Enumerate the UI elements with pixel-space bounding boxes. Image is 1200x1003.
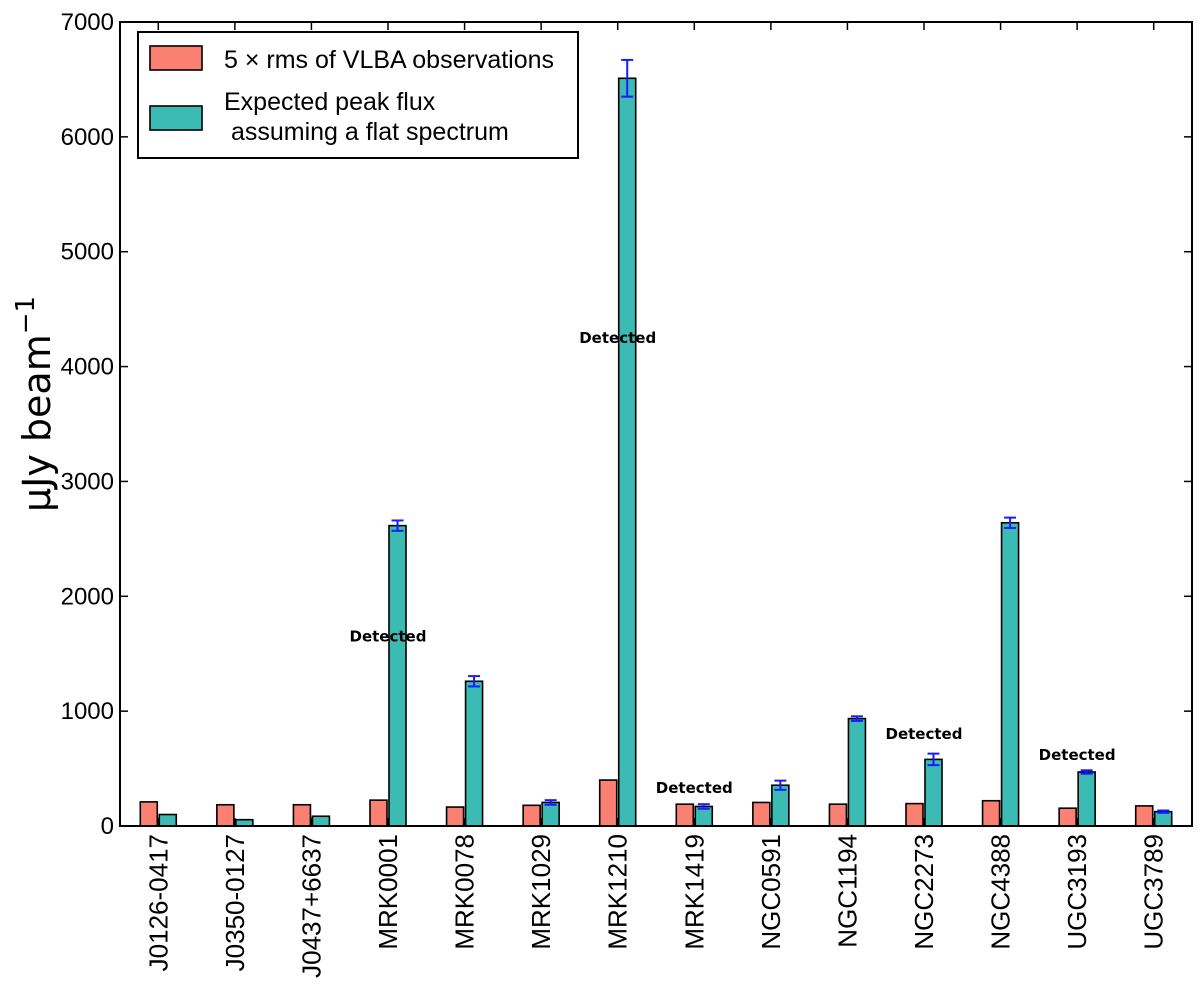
bar-expected-MRK1210 xyxy=(617,77,637,827)
x-category-label: MRK1210 xyxy=(603,834,633,950)
bar-rms-J0437+6637 xyxy=(292,803,312,827)
y-tick-label: 0 xyxy=(101,813,114,840)
detected-annotation: Detected xyxy=(886,725,963,743)
legend-frame xyxy=(137,31,579,159)
bar-rms-UGC3193 xyxy=(1058,807,1077,827)
x-category-label: NGC1194 xyxy=(832,834,862,948)
bar-rms-NGC4388 xyxy=(981,799,1001,827)
legend-label-expected-line: Expected peak flux xyxy=(224,88,436,116)
bar-rms-J0350-0127 xyxy=(216,803,235,827)
x-category-label: J0350-0127 xyxy=(220,834,250,971)
x-category-label: UGC3193 xyxy=(1062,834,1092,950)
legend-label-rms: 5 × rms of VLBA observations xyxy=(224,46,554,74)
bar-rms-MRK1210 xyxy=(598,779,618,827)
y-tick-label: 5000 xyxy=(61,239,114,266)
y-tick-label: 7000 xyxy=(61,9,114,36)
x-category-label: NGC4388 xyxy=(986,834,1016,950)
plot-frame xyxy=(119,21,1193,827)
error-bar-MRK0001 xyxy=(391,519,404,532)
y-axis-label: μJy beam−1 xyxy=(11,296,59,512)
bar-expected-NGC0591 xyxy=(771,784,790,827)
bar-rms-NGC0591 xyxy=(752,801,771,827)
error-bar-MRK1029 xyxy=(544,799,557,806)
bar-rms-MRK0001 xyxy=(369,799,388,827)
bar-expected-MRK0078 xyxy=(464,680,484,827)
error-bar-NGC4388 xyxy=(1004,516,1017,529)
x-category-label: MRK1419 xyxy=(679,834,709,950)
annotations: Detected Detected Detected Detected Detected xyxy=(350,329,1116,797)
x-axis-categories: J0126-0417 J0350-0127 J0437+6637 MRK0001 MRK… xyxy=(143,22,1169,978)
bar-rms-NGC2273 xyxy=(905,802,924,827)
detected-annotation: Detected xyxy=(350,627,427,645)
x-category-label: J0126-0417 xyxy=(143,834,173,971)
bar-expected-J0437+6637 xyxy=(311,815,331,827)
bar-rms-MRK1029 xyxy=(522,804,541,827)
bar-rms-UGC3789 xyxy=(1134,805,1154,827)
bar-rms-J0126-0417 xyxy=(139,801,159,827)
bar-expected-NGC4388 xyxy=(1000,521,1020,827)
error-bar-MRK1419 xyxy=(697,803,710,810)
y-axis-ticks: 0 1000 2000 3000 4000 5000 6000 7000 xyxy=(61,9,1192,840)
detected-annotation: Detected xyxy=(656,779,733,797)
x-category-label: J0437+6637 xyxy=(296,834,326,978)
y-axis-label-text: μJy beam xyxy=(15,334,59,512)
detected-annotation: Detected xyxy=(1039,746,1116,764)
x-category-label: UGC3789 xyxy=(1139,834,1169,950)
y-tick-label: 1000 xyxy=(61,698,114,725)
legend-swatch-rms xyxy=(149,45,203,71)
bar-expected-UGC3789 xyxy=(1153,810,1173,827)
error-bars xyxy=(391,58,1170,814)
error-bar-UGC3789 xyxy=(1157,809,1170,814)
error-bar-MRK1210 xyxy=(621,58,634,98)
y-tick-label: 6000 xyxy=(61,124,114,151)
bars xyxy=(139,77,1173,827)
y-axis-label-superscript: −1 xyxy=(11,296,41,334)
y-tick-label: 4000 xyxy=(61,354,114,381)
bar-rms-NGC1194 xyxy=(828,803,848,827)
x-category-label: NGC2273 xyxy=(909,834,939,950)
bar-expected-NGC2273 xyxy=(924,758,943,827)
error-bar-NGC1194 xyxy=(850,715,863,722)
error-bar-MRK0078 xyxy=(468,675,481,688)
error-bar-NGC0591 xyxy=(774,779,787,791)
y-tick-label: 3000 xyxy=(61,468,114,495)
bar-rms-MRK0078 xyxy=(445,806,465,827)
bar-expected-J0126-0417 xyxy=(158,813,178,827)
y-tick-label: 2000 xyxy=(61,583,114,610)
error-bar-UGC3193 xyxy=(1080,769,1093,775)
legend-swatch-expected xyxy=(149,105,203,131)
x-category-label: NGC0591 xyxy=(756,834,786,950)
x-category-label: MRK1029 xyxy=(526,834,556,950)
legend-label-expected-line: assuming a flat spectrum xyxy=(224,118,509,146)
x-category-label: MRK0078 xyxy=(450,834,480,950)
legend: 5 × rms of VLBA observations Expected pea… xyxy=(137,31,579,159)
bar-expected-MRK0001 xyxy=(388,524,407,827)
error-bar-NGC2273 xyxy=(927,752,940,767)
bar-expected-MRK1029 xyxy=(541,801,560,827)
detected-annotation: Detected xyxy=(579,329,656,347)
x-category-label: MRK0001 xyxy=(373,834,403,950)
bar-expected-NGC1194 xyxy=(847,717,867,827)
bar-rms-MRK1419 xyxy=(675,803,695,827)
bar-expected-UGC3193 xyxy=(1077,771,1096,827)
